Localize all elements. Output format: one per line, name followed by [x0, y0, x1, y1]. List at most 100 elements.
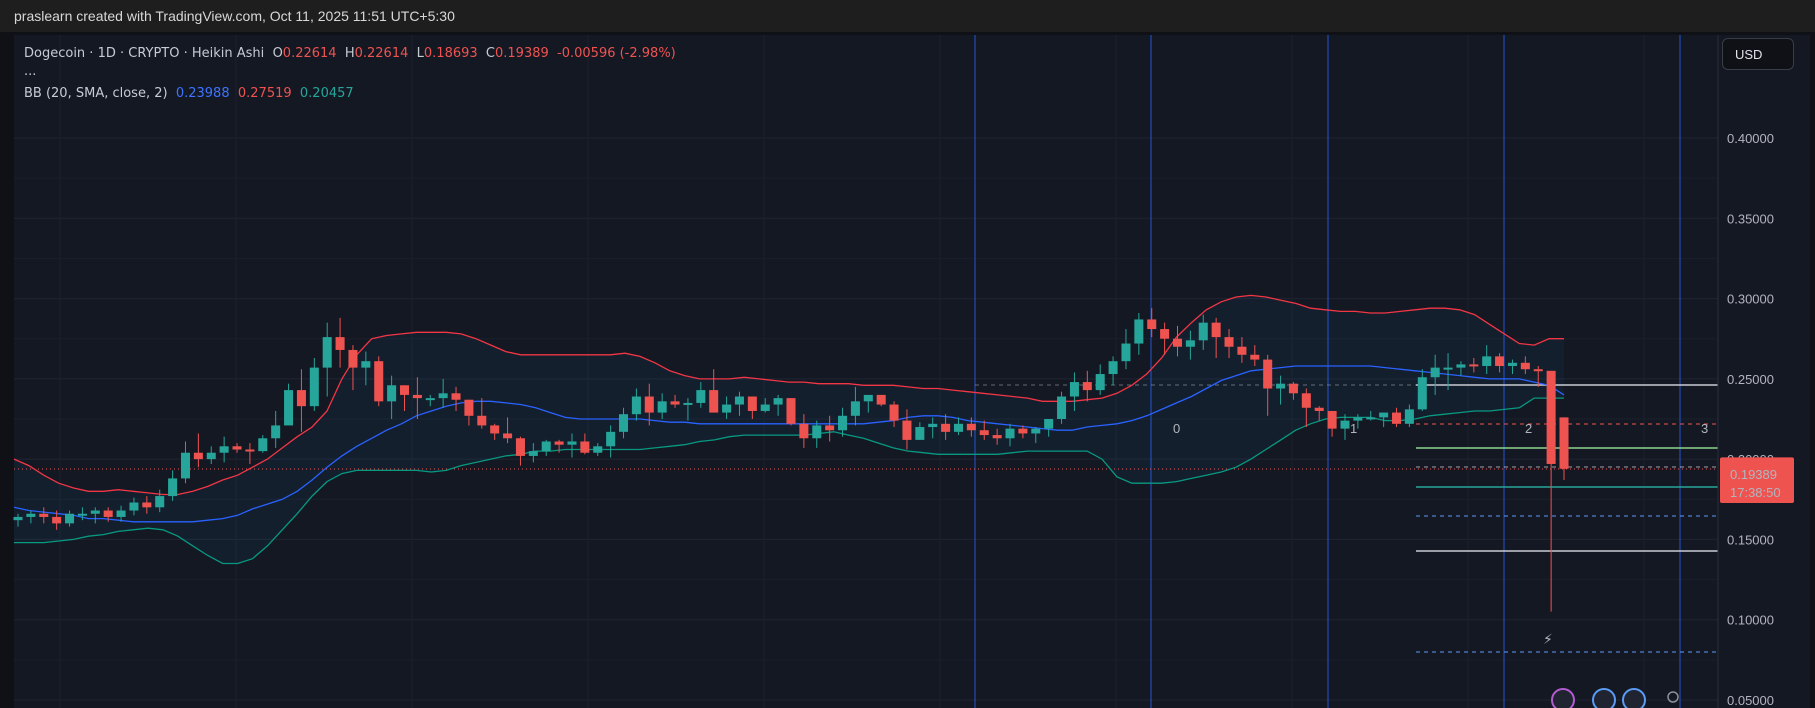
candle-body[interactable]	[219, 446, 229, 453]
candle-body[interactable]	[142, 502, 152, 508]
candle-body[interactable]	[1392, 412, 1402, 424]
candle-body[interactable]	[644, 396, 654, 413]
candle-body[interactable]	[206, 452, 216, 460]
symbol-info[interactable]: Dogecoin · 1D · CRYPTO · Heikin Ashi	[24, 46, 265, 61]
candle-body[interactable]	[902, 420, 912, 440]
candle-body[interactable]	[580, 441, 590, 453]
candle-body[interactable]	[1134, 319, 1144, 344]
candle-body[interactable]	[619, 414, 629, 432]
candle-body[interactable]	[567, 441, 577, 445]
candle-body[interactable]	[1507, 362, 1517, 367]
candle-body[interactable]	[670, 401, 680, 405]
candle-body[interactable]	[284, 390, 294, 426]
candle-body[interactable]	[1108, 361, 1118, 375]
candle-body[interactable]	[786, 398, 796, 424]
candle-body[interactable]	[13, 516, 23, 521]
candle-body[interactable]	[1340, 420, 1350, 429]
candle-body[interactable]	[348, 349, 358, 368]
candle-body[interactable]	[245, 449, 255, 452]
candle-body[interactable]	[1172, 338, 1183, 347]
candle-body[interactable]	[657, 401, 667, 413]
candle-body[interactable]	[812, 425, 822, 439]
candle-body[interactable]	[309, 367, 319, 407]
sun-icon[interactable]	[1667, 691, 1679, 703]
candle-body[interactable]	[606, 431, 616, 447]
candle-body[interactable]	[1301, 393, 1311, 408]
candle-body[interactable]	[928, 423, 938, 428]
candle-body[interactable]	[180, 452, 190, 479]
candle-body[interactable]	[116, 510, 126, 517]
candle-body[interactable]	[838, 415, 848, 431]
candle-body[interactable]	[374, 361, 384, 402]
candle-body[interactable]	[528, 451, 538, 456]
candle-body[interactable]	[1366, 417, 1376, 420]
candle-body[interactable]	[1147, 319, 1157, 330]
candle-body[interactable]	[696, 390, 706, 403]
bb-label[interactable]: BB (20, SMA, close, 2)	[24, 86, 168, 101]
candle-body[interactable]	[773, 398, 783, 405]
candle-body[interactable]	[554, 441, 564, 445]
candle-body[interactable]	[168, 478, 178, 497]
candle-body[interactable]	[1430, 367, 1440, 378]
candle-body[interactable]	[1211, 322, 1221, 338]
candle-body[interactable]	[1263, 359, 1273, 389]
candle-body[interactable]	[103, 510, 113, 517]
candle-body[interactable]	[1160, 329, 1170, 339]
candle-body[interactable]	[953, 423, 963, 432]
candle-body[interactable]	[1559, 417, 1569, 469]
candle-body[interactable]	[1224, 337, 1234, 347]
candle-body[interactable]	[1404, 409, 1414, 424]
candle-body[interactable]	[335, 337, 345, 350]
candle-body[interactable]	[889, 404, 899, 421]
candle-body[interactable]	[322, 337, 332, 368]
candle-body[interactable]	[232, 446, 242, 450]
candle-body[interactable]	[1057, 396, 1067, 419]
candle-body[interactable]	[193, 452, 203, 460]
candle-body[interactable]	[825, 425, 835, 431]
candle-body[interactable]	[1288, 383, 1298, 394]
candle-body[interactable]	[1546, 370, 1556, 464]
candle-body[interactable]	[1044, 419, 1054, 429]
candle-body[interactable]	[425, 398, 435, 401]
globe-icon[interactable]	[1592, 688, 1616, 708]
candle-body[interactable]	[966, 423, 976, 431]
candle-body[interactable]	[271, 425, 281, 439]
candle-body[interactable]	[39, 513, 49, 517]
candle-body[interactable]	[1456, 364, 1466, 368]
candle-body[interactable]	[541, 441, 551, 452]
candle-body[interactable]	[1327, 410, 1337, 429]
candle-body[interactable]	[747, 396, 757, 411]
candle-body[interactable]	[734, 396, 744, 405]
candle-body[interactable]	[1469, 364, 1479, 367]
candle-body[interactable]	[631, 396, 641, 415]
candle-body[interactable]	[1533, 369, 1543, 372]
candle-body[interactable]	[1069, 382, 1079, 397]
candle-body[interactable]	[52, 516, 62, 524]
candle-body[interactable]	[876, 394, 886, 405]
candle-body[interactable]	[1005, 428, 1015, 439]
candle-body[interactable]	[490, 425, 500, 434]
candle-body[interactable]	[129, 502, 139, 511]
candle-body[interactable]	[399, 385, 410, 395]
candle-body[interactable]	[1276, 383, 1286, 389]
candle-body[interactable]	[77, 513, 87, 516]
candle-body[interactable]	[1031, 428, 1041, 434]
candle-body[interactable]	[1520, 362, 1530, 370]
candle-body[interactable]	[1379, 412, 1389, 418]
candle-body[interactable]	[1314, 407, 1324, 411]
candle-body[interactable]	[26, 513, 36, 517]
candle-body[interactable]	[863, 394, 873, 402]
candle-body[interactable]	[683, 402, 693, 405]
candle-body[interactable]	[1353, 417, 1363, 421]
candle-body[interactable]	[451, 393, 461, 400]
candle-body[interactable]	[155, 496, 165, 508]
candle-body[interactable]	[850, 401, 860, 416]
candle-body[interactable]	[1121, 343, 1131, 362]
candle-body[interactable]	[1082, 382, 1092, 391]
candle-body[interactable]	[593, 446, 603, 453]
candle-body[interactable]	[412, 394, 422, 399]
candle-body[interactable]	[1095, 374, 1105, 391]
globe-icon[interactable]	[1622, 688, 1646, 708]
candle-body[interactable]	[941, 423, 951, 432]
